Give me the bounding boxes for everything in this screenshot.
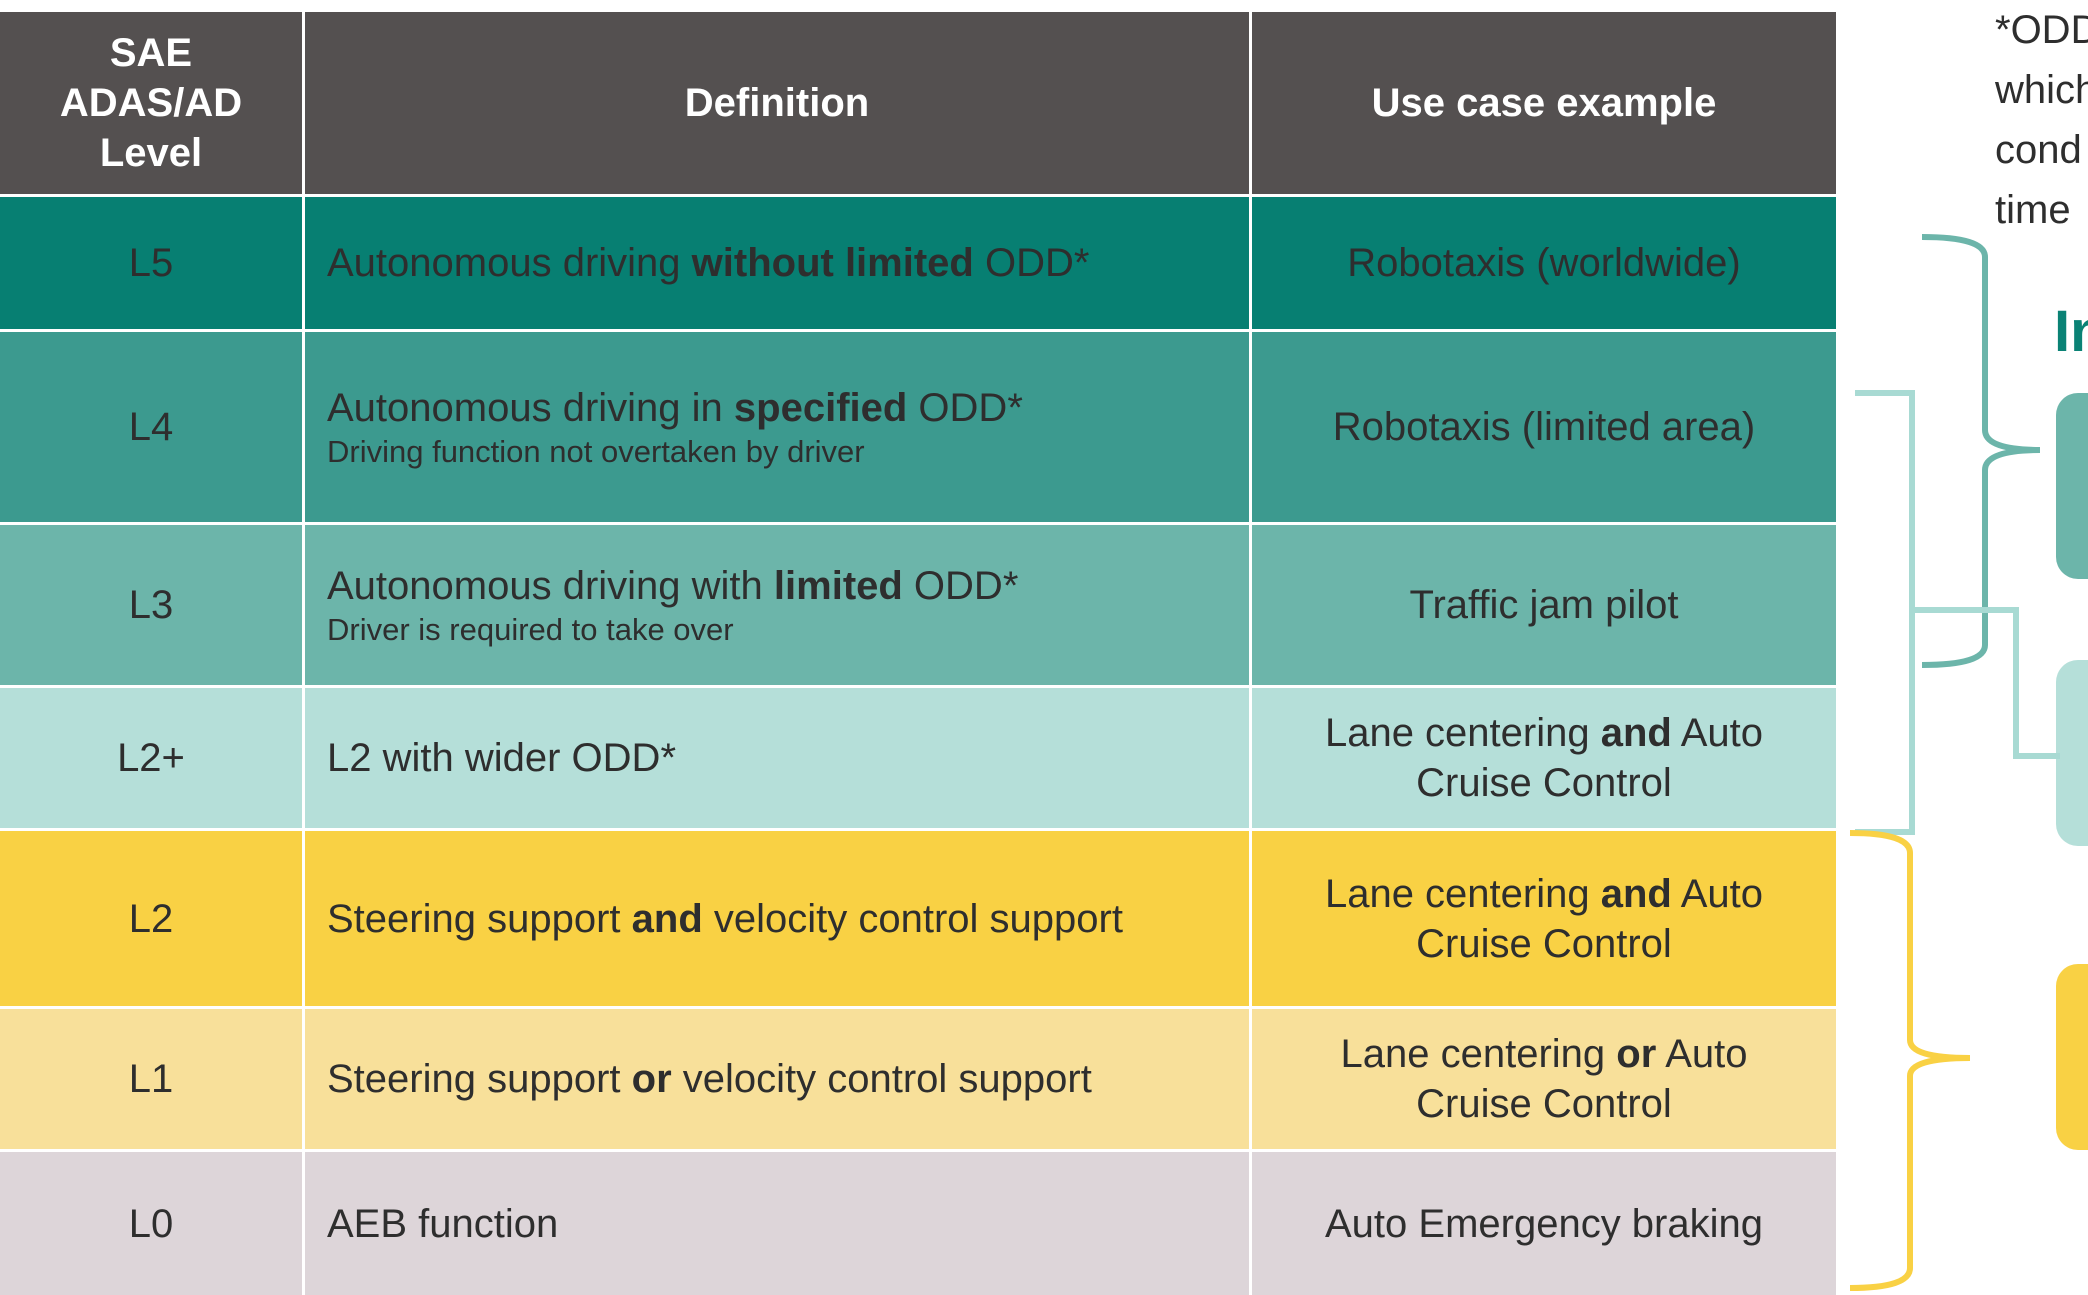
use-case-cell: Lane centering and Auto Cruise Control bbox=[1252, 688, 1836, 828]
use-case-cell: Auto Emergency braking bbox=[1252, 1152, 1836, 1295]
definition-cell: Autonomous driving without limited ODD* bbox=[305, 197, 1249, 329]
header-level-cell: SAE ADAS/AD Level bbox=[0, 12, 302, 194]
table-row-l0: L0 AEB function Auto Emergency braking bbox=[0, 1152, 1836, 1295]
use-case-cell: Lane centering and Auto Cruise Control bbox=[1252, 831, 1836, 1006]
table-row-l4: L4 Autonomous driving in specified ODD* … bbox=[0, 332, 1836, 522]
table-row-l1: L1 Steering support or velocity control … bbox=[0, 1009, 1836, 1149]
category-box-yellow bbox=[2056, 964, 2088, 1150]
table-row-l2plus: L2+ L2 with wider ODD* Lane centering an… bbox=[0, 688, 1836, 828]
level-cell: L4 bbox=[0, 332, 302, 522]
use-case-cell: Lane centering or Auto Cruise Control bbox=[1252, 1009, 1836, 1149]
bracket-middle-light-teal bbox=[1855, 390, 1915, 835]
header-use-case-cell: Use case example bbox=[1252, 12, 1836, 194]
level-cell: L2 bbox=[0, 831, 302, 1006]
odd-footnote: *ODD which cond time bbox=[1995, 8, 2088, 232]
side-heading: In bbox=[2054, 299, 2088, 364]
definition-cell: AEB function bbox=[305, 1152, 1249, 1295]
definition-subtext: Driving function not overtaken by driver bbox=[327, 433, 865, 469]
level-cell: L5 bbox=[0, 197, 302, 329]
definition-cell: Autonomous driving in specified ODD* Dri… bbox=[305, 332, 1249, 522]
category-box-light-teal bbox=[2056, 660, 2088, 846]
bracket-lower-yellow bbox=[1849, 830, 1971, 1291]
category-box-teal bbox=[2056, 393, 2088, 579]
header-level-text: SAE ADAS/AD Level bbox=[59, 31, 243, 175]
table-row-l2: L2 Steering support and velocity control… bbox=[0, 831, 1836, 1006]
table-row-l5: L5 Autonomous driving without limited OD… bbox=[0, 197, 1836, 329]
use-case-cell: Robotaxis (limited area) bbox=[1252, 332, 1836, 522]
bracket-upper-teal bbox=[1921, 234, 2041, 668]
definition-cell: L2 with wider ODD* bbox=[305, 688, 1249, 828]
bracket-middle-connector bbox=[1912, 607, 2060, 759]
definition-cell: Autonomous driving with limited ODD* Dri… bbox=[305, 525, 1249, 685]
definition-cell: Steering support or velocity control sup… bbox=[305, 1009, 1249, 1149]
use-case-cell: Traffic jam pilot bbox=[1252, 525, 1836, 685]
level-cell: L2+ bbox=[0, 688, 302, 828]
level-cell: L1 bbox=[0, 1009, 302, 1149]
definition-subtext: Driver is required to take over bbox=[327, 611, 734, 647]
table-header: SAE ADAS/AD Level Definition Use case ex… bbox=[0, 12, 1836, 194]
definition-cell: Steering support and velocity control su… bbox=[305, 831, 1249, 1006]
header-use-case-label: Use case example bbox=[1371, 81, 1717, 125]
header-definition-cell: Definition bbox=[305, 12, 1249, 194]
level-cell: L3 bbox=[0, 525, 302, 685]
level-cell: L0 bbox=[0, 1152, 302, 1295]
use-case-cell: Robotaxis (worldwide) bbox=[1252, 197, 1836, 329]
table-row-l3: L3 Autonomous driving with limited ODD* … bbox=[0, 525, 1836, 685]
header-definition-label: Definition bbox=[684, 81, 870, 125]
